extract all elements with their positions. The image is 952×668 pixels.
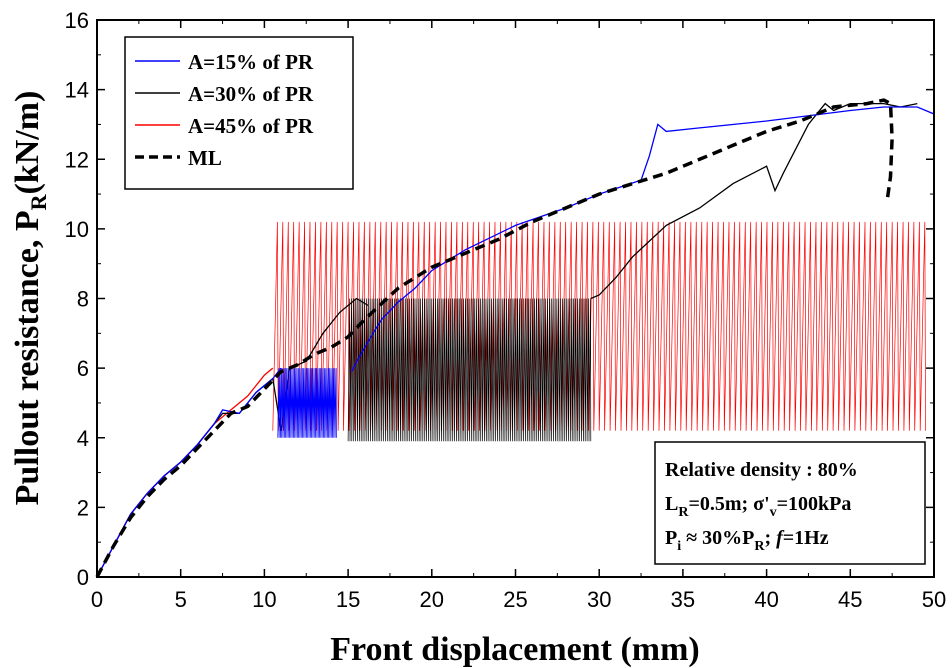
y-tick-label: 0 <box>77 565 89 590</box>
info-box: Relative density : 80% LR=0.5m; σ'v=100k… <box>654 441 926 565</box>
plot-lines <box>95 98 935 578</box>
y-tick-label: 14 <box>65 78 89 103</box>
series-post-path <box>350 106 935 372</box>
legend: A=15% of PR A=30% of PR A=45% of PR ML <box>124 36 354 190</box>
x-tick-label: 5 <box>175 587 187 612</box>
y-tick-label: 6 <box>77 356 89 381</box>
series-line-ml <box>95 98 894 578</box>
y-tick-label: 8 <box>77 287 89 312</box>
x-tick-label: 30 <box>587 587 611 612</box>
series-cyclic-path <box>347 298 592 442</box>
y-tick-label: 2 <box>77 495 89 520</box>
x-tick-label: 35 <box>671 587 695 612</box>
y-tick-label: 10 <box>65 217 89 242</box>
legend-label: ML <box>188 146 222 170</box>
info-line-3: Pi ≈ 30%PR; f=1Hz <box>665 527 829 554</box>
y-tick-label: 4 <box>77 426 89 451</box>
info-line-2: LR=0.5m; σ'v=100kPa <box>665 493 851 520</box>
series-cyclic-path <box>277 368 337 438</box>
legend-label: A=45% of PR <box>188 114 314 138</box>
info-line-1: Relative density : 80% <box>665 459 858 481</box>
series-post-path <box>590 102 918 300</box>
x-tick-label: 40 <box>754 587 778 612</box>
series-1 <box>96 106 935 578</box>
legend-label: A=15% of PR <box>188 50 314 74</box>
x-tick-label: 45 <box>838 587 862 612</box>
series-monotonic-path <box>96 367 282 578</box>
x-tick-label: 15 <box>336 587 360 612</box>
y-tick-label: 12 <box>65 147 89 172</box>
axis-ticks: 0 5 10 15 20 25 30 35 40 45 50 0 2 4 6 8 10 12 14 16 <box>65 8 947 612</box>
x-tick-label: 20 <box>420 587 444 612</box>
x-tick-label: 10 <box>252 587 276 612</box>
x-tick-label: 50 <box>922 587 946 612</box>
x-tick-label: 25 <box>503 587 527 612</box>
y-tick-label: 16 <box>65 8 89 33</box>
x-axis-title: Front displacement (mm) <box>330 631 700 668</box>
series-4 <box>95 98 894 578</box>
legend-label: A=30% of PR <box>188 82 314 106</box>
x-tick-label: 0 <box>91 587 103 612</box>
y-axis-title: Pullout resistance, PR(kN/m) <box>9 91 51 506</box>
